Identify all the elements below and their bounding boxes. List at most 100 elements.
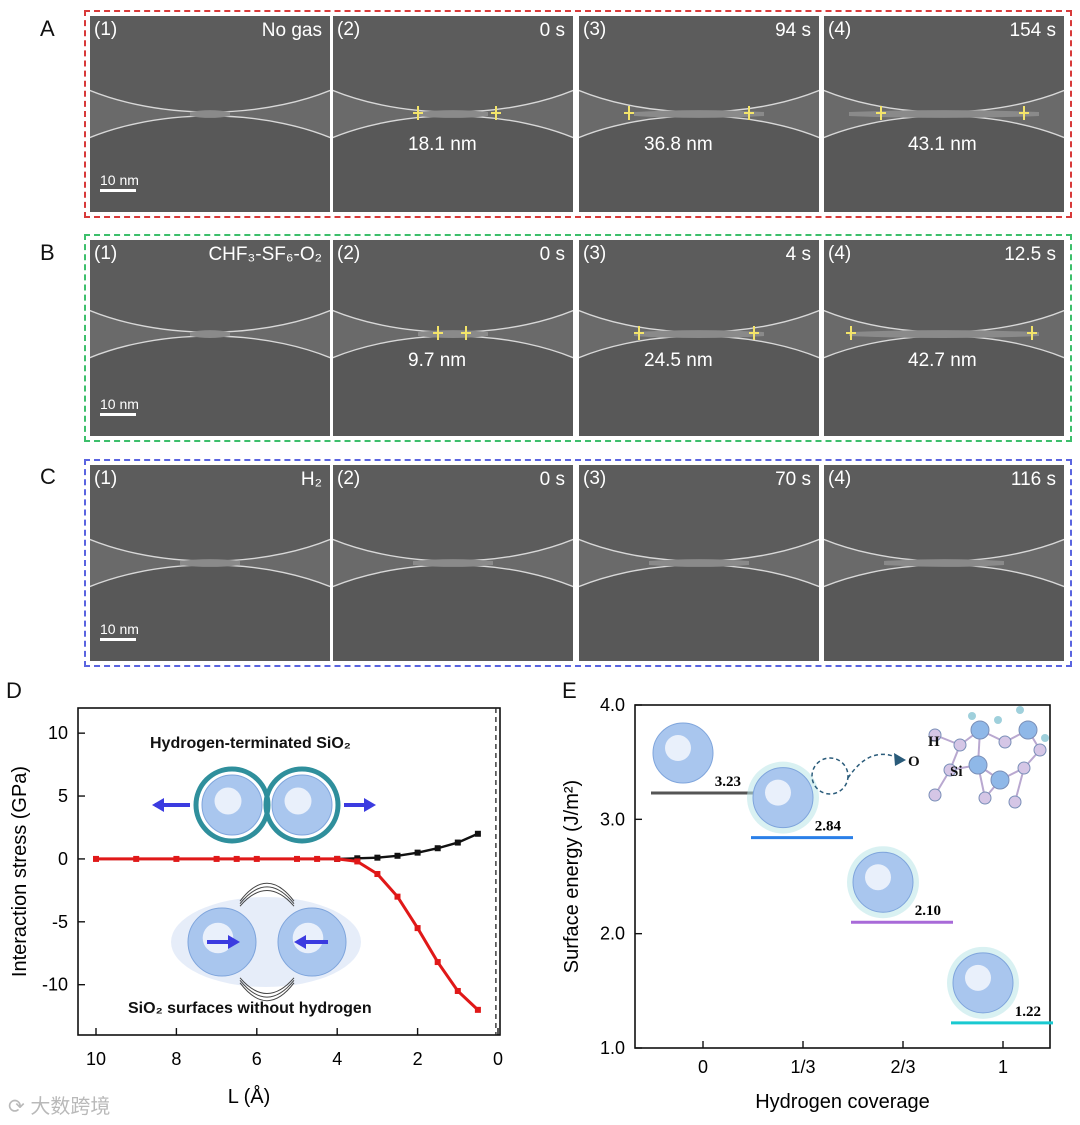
- y-tick-label: 1.0: [600, 1038, 625, 1058]
- oxygen-atom: [953, 738, 967, 752]
- y-tick-label: 2.0: [600, 924, 625, 944]
- field-line: [239, 886, 295, 904]
- x-tick-label: 2: [413, 1049, 423, 1069]
- tem-image-texture: [90, 240, 330, 436]
- panel-letter-e: E: [562, 678, 577, 703]
- tile-neck-width-label: 24.5 nm: [644, 350, 713, 371]
- tile-index-label: (1): [94, 243, 118, 264]
- sphere-icon: [193, 766, 271, 844]
- y-tick-label: 0: [58, 849, 68, 869]
- x-axis-label: L (Å): [228, 1085, 271, 1108]
- measurement-marker-icon: [461, 326, 471, 340]
- x-tick-label: 4: [332, 1049, 342, 1069]
- x-tick-label: 10: [86, 1049, 106, 1069]
- energy-value-label: 3.23: [715, 774, 741, 790]
- tile-condition-label: 70 s: [775, 469, 811, 490]
- tem-image-c-3: (3) 70 s: [579, 465, 819, 661]
- arrow-right-icon: [228, 935, 240, 949]
- tile-condition-label: 0 s: [539, 469, 565, 490]
- tem-image-a-4: (4) 154 s 43.1 nm: [824, 16, 1064, 212]
- silicon-atom: [970, 720, 990, 740]
- scale-bar-line: [100, 638, 136, 641]
- panel-letter-d: D: [6, 678, 22, 703]
- tem-image-b-4: (4) 12.5 s 42.7 nm: [824, 240, 1064, 436]
- tile-index-label: (2): [337, 243, 361, 264]
- tile-condition-label: H₂: [300, 469, 322, 490]
- y-tick-label: -10: [42, 975, 68, 995]
- label-hydrogen-terminated: Hydrogen-terminated SiO₂: [150, 735, 351, 752]
- tem-image-b-3: (3) 4 s 24.5 nm: [579, 240, 819, 436]
- sphere-highlight: [292, 922, 324, 954]
- data-point: [294, 855, 300, 862]
- data-point: [474, 1006, 481, 1013]
- data-point: [173, 855, 180, 862]
- tile-index-label: (4): [828, 468, 852, 489]
- tile-neck-width-label: 18.1 nm: [408, 134, 477, 155]
- energy-value-label: 2.84: [815, 819, 842, 835]
- arrow-left-icon: [152, 798, 164, 812]
- tile-condition-label: 12.5 s: [1004, 244, 1056, 265]
- oxygen-atom: [928, 788, 942, 802]
- data-point: [314, 855, 321, 862]
- tile-neck-width-label: 9.7 nm: [408, 350, 467, 371]
- row-frame-b: (1) CHF₃-SF₆-O₂ 10 nm (2) 0 s 9.7 nm (3) 4 s 24.…: [84, 234, 1072, 442]
- tile-condition-label: 0 s: [539, 244, 565, 265]
- oxygen-atom: [943, 763, 957, 777]
- sphere-highlight: [214, 787, 242, 815]
- tem-image-c-2: (2) 0 s: [333, 465, 573, 661]
- sphere-ring: [263, 766, 341, 844]
- data-point: [414, 849, 421, 856]
- watermark-text: 大数跨境: [30, 1096, 111, 1118]
- measurement-marker-icon: [491, 106, 501, 120]
- hydrogen-atom: [1041, 734, 1049, 742]
- tile-condition-label: CHF₃-SF₆-O₂: [208, 244, 322, 265]
- scale-bar-line: [100, 413, 136, 416]
- zoom-arrow: [847, 753, 899, 779]
- x-tick-label: 1/3: [790, 1057, 815, 1077]
- tem-image-texture: [579, 240, 819, 436]
- field-line: [239, 982, 295, 1001]
- tem-image-texture: [579, 465, 819, 661]
- tile-index-label: (3): [583, 243, 607, 264]
- silicon-atom: [1018, 720, 1038, 740]
- tile-condition-label: No gas: [261, 20, 322, 41]
- arrow-right-icon: [894, 753, 906, 766]
- data-point: [394, 852, 401, 859]
- hydrogen-atom: [994, 716, 1002, 724]
- x-tick-label: 8: [171, 1049, 181, 1069]
- field-line: [239, 980, 295, 998]
- chart-e: 1.0 2.0 3.0 4.0 0 1/3 2/3 1 Hydrogen coverage Sur…: [561, 695, 1053, 1113]
- sphere-icon: [263, 766, 341, 844]
- silicon-atom: [968, 755, 988, 775]
- measurement-marker-icon: [433, 326, 443, 340]
- scale-bar-line: [100, 189, 136, 192]
- zoom-circle: [811, 757, 849, 795]
- arrow-left-icon: [294, 935, 306, 949]
- sphere-highlight: [202, 922, 234, 954]
- tem-image-c-1: (1) H₂ 10 nm: [90, 465, 330, 661]
- scale-bar: 10 nm: [100, 396, 139, 416]
- data-point: [93, 855, 99, 862]
- tile-index-label: (3): [583, 19, 607, 40]
- oxygen-atom: [928, 728, 942, 742]
- data-point: [434, 845, 441, 852]
- x-tick-label: 1: [998, 1057, 1008, 1077]
- hydrogen-atom: [968, 712, 976, 720]
- tile-neck-width-label: 42.7 nm: [908, 350, 977, 371]
- data-point: [233, 855, 240, 862]
- data-point: [253, 855, 260, 862]
- data-point: [354, 858, 361, 865]
- data-point: [434, 959, 441, 966]
- data-point: [354, 855, 361, 862]
- tem-image-texture: [90, 16, 330, 212]
- field-line: [239, 883, 295, 902]
- oxygen-atom: [1017, 761, 1031, 775]
- tem-image-texture: [579, 16, 819, 212]
- orbit-label-o: O: [908, 754, 920, 770]
- tem-image-texture: [333, 240, 573, 436]
- tem-image-b-1: (1) CHF₃-SF₆-O₂ 10 nm: [90, 240, 330, 436]
- tile-condition-label: 154 s: [1009, 20, 1056, 41]
- tem-image-texture: [333, 16, 573, 212]
- plot-frame: [634, 704, 1051, 1049]
- data-point: [213, 855, 220, 862]
